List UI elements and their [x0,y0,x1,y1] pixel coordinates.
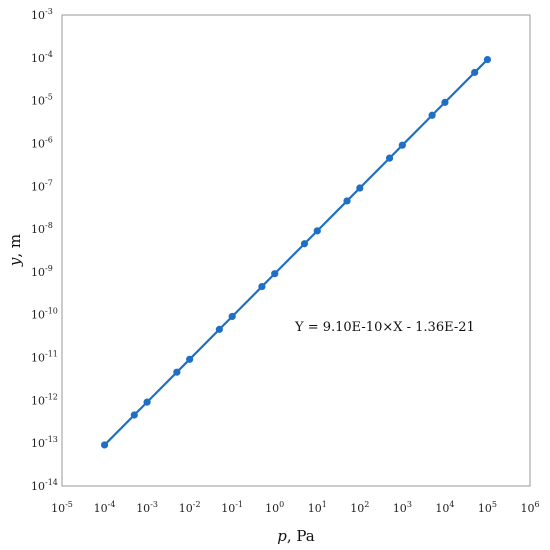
x-tick-label: 102 [350,500,369,515]
y-tick-label: 10-10 [31,307,58,322]
data-point [398,141,406,149]
data-point [471,68,479,77]
y-tick-label: 10-5 [31,93,53,108]
data-point [258,282,266,291]
data-point [300,240,309,248]
series-layer [100,55,492,449]
x-tick-label: 10-2 [179,500,201,515]
x-tick-labels: 10-5 10-4 10-3 10-2 10-1 100 101 102 103 104 105 10… [51,500,539,515]
x-tick-label: 103 [393,500,412,515]
data-point [228,312,236,321]
x-tick-label: 100 [265,500,284,515]
y-tick-label: 10-11 [31,350,58,365]
x-tick-label: 10-4 [94,500,116,515]
data-point [313,227,321,235]
y-tick-label: 10-13 [31,435,58,450]
data-point [385,154,394,162]
y-tick-label: 10-3 [31,7,53,22]
data-point [143,398,151,406]
x-tick-label: 10-1 [221,500,243,515]
plot-area-frame [61,14,531,487]
data-point [441,98,449,106]
y-tick-label: 10-4 [31,50,53,65]
y-tick-label: 10-8 [31,221,53,236]
x-tick-label: 106 [520,500,539,515]
data-point [215,325,223,333]
y-axis-title: y, m [6,234,24,267]
data-point [186,355,194,363]
data-point [343,197,351,205]
y-tick-label: 10-14 [31,478,58,493]
y-tick-labels: 10-3 10-4 10-5 10-6 10-7 10-8 10-9 10-10 10-11 10… [31,7,58,493]
data-point [130,411,138,419]
data-point [428,111,436,119]
regression-equation: Y = 9.10E-10×X - 1.36E-21 [294,320,475,335]
x-tick-label: 101 [308,500,327,515]
x-tick-label: 10-3 [136,500,158,515]
y-tick-label: 10-6 [31,135,53,150]
y-tick-label: 10-7 [31,178,53,193]
y-tick-label: 10-9 [31,264,53,279]
x-tick-label: 104 [435,500,454,515]
y-tick-label: 10-12 [31,392,58,407]
data-point [483,55,492,64]
data-point [271,270,279,278]
data-point [100,441,109,449]
x-tick-label: 10-5 [51,500,73,515]
data-point [356,184,364,192]
data-point [173,368,181,376]
x-tick-label: 105 [478,500,497,515]
x-axis-title: p, Pa [277,527,315,545]
